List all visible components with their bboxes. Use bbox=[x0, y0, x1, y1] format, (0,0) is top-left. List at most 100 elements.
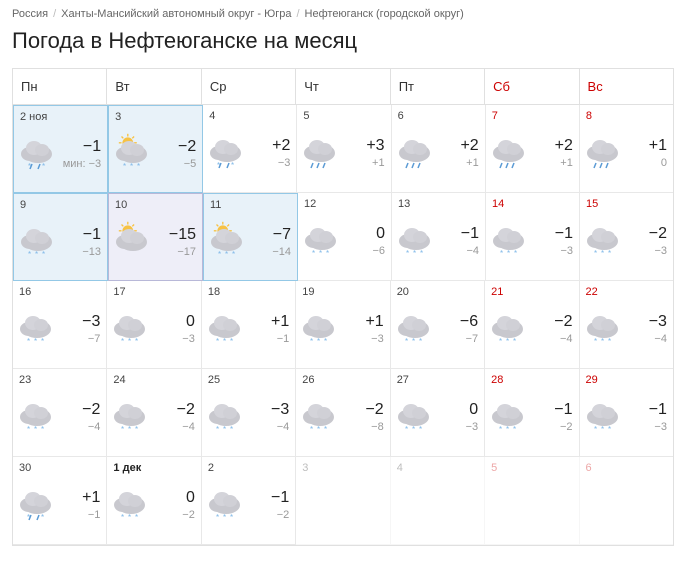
day-cell[interactable]: 2 ноя**−1мин: −3 bbox=[13, 105, 108, 193]
day-cell[interactable]: 6+2+1 bbox=[392, 105, 486, 193]
svg-text:*: * bbox=[601, 249, 604, 258]
svg-text:*: * bbox=[28, 250, 31, 259]
svg-text:*: * bbox=[121, 425, 124, 434]
date-label: 2 ноя bbox=[20, 111, 47, 123]
day-cell[interactable]: 21***−2−4 bbox=[485, 281, 579, 369]
page-title: Погода в Нефтеюганске на месяц bbox=[12, 28, 674, 54]
svg-text:*: * bbox=[310, 425, 313, 434]
day-cell[interactable]: 27***0−3 bbox=[391, 369, 485, 457]
svg-text:*: * bbox=[499, 425, 502, 434]
svg-text:*: * bbox=[34, 425, 37, 434]
svg-text:*: * bbox=[324, 425, 327, 434]
breadcrumb: Россия/Ханты-Мансийский автономный округ… bbox=[12, 8, 674, 20]
temp-low: −13 bbox=[82, 246, 101, 258]
weather-icon: *** bbox=[206, 307, 242, 343]
day-cell[interactable]: 20***−6−7 bbox=[391, 281, 485, 369]
svg-text:*: * bbox=[223, 425, 226, 434]
date-label: 20 bbox=[397, 286, 409, 298]
temps: +2+1 bbox=[555, 137, 573, 169]
svg-text:*: * bbox=[41, 513, 44, 522]
svg-text:*: * bbox=[405, 425, 408, 434]
weather-icon: *** bbox=[111, 483, 147, 519]
weather-icon: *** bbox=[584, 307, 620, 343]
date-label: 6 bbox=[586, 462, 592, 474]
day-cell[interactable]: 5+3+1 bbox=[297, 105, 391, 193]
temps: −2−4 bbox=[82, 401, 100, 433]
svg-text:*: * bbox=[34, 337, 37, 346]
svg-text:*: * bbox=[507, 249, 510, 258]
day-cell[interactable]: 11***−7−14 bbox=[203, 193, 298, 281]
day-cell[interactable]: 8+10 bbox=[580, 105, 673, 193]
svg-text:*: * bbox=[412, 425, 415, 434]
day-cell[interactable]: 3***−2−5 bbox=[108, 105, 203, 193]
temps: −7−14 bbox=[272, 226, 291, 258]
temp-low: +1 bbox=[460, 157, 478, 169]
svg-text:*: * bbox=[135, 337, 138, 346]
day-cell[interactable]: 7 +2+1 bbox=[486, 105, 580, 193]
temp-low: −3 bbox=[365, 333, 383, 345]
breadcrumb-item[interactable]: Нефтеюганск (городской округ) bbox=[305, 8, 464, 20]
day-cell[interactable]: 9***−1−13 bbox=[13, 193, 108, 281]
temp-high: +1 bbox=[365, 313, 383, 331]
temps: +1−1 bbox=[82, 489, 100, 521]
svg-text:*: * bbox=[27, 337, 30, 346]
date-label: 27 bbox=[397, 374, 409, 386]
day-cell[interactable]: 16***−3−7 bbox=[13, 281, 107, 369]
date-label: 29 bbox=[586, 374, 598, 386]
temp-high: −6 bbox=[460, 313, 478, 331]
day-cell[interactable]: 22***−3−4 bbox=[580, 281, 673, 369]
svg-text:*: * bbox=[317, 337, 320, 346]
svg-text:*: * bbox=[230, 337, 233, 346]
weather-icon bbox=[584, 131, 620, 167]
day-cell[interactable]: 13***−1−4 bbox=[392, 193, 486, 281]
day-cell[interactable]: 14***−1−3 bbox=[486, 193, 580, 281]
day-cell[interactable]: 26***−2−8 bbox=[296, 369, 390, 457]
date-label: 23 bbox=[19, 374, 31, 386]
temps: −1−3 bbox=[649, 401, 667, 433]
day-cell[interactable]: 10−15−17 bbox=[108, 193, 203, 281]
day-cell[interactable]: 23***−2−4 bbox=[13, 369, 107, 457]
date-label: 12 bbox=[304, 198, 316, 210]
temp-high: −3 bbox=[82, 313, 100, 331]
date-label: 7 bbox=[492, 110, 498, 122]
temp-low: −14 bbox=[272, 246, 291, 258]
weekday-label: Вт bbox=[107, 69, 201, 104]
day-cell[interactable]: 18***+1−1 bbox=[202, 281, 296, 369]
day-cell[interactable]: 25***−3−4 bbox=[202, 369, 296, 457]
svg-text:*: * bbox=[608, 249, 611, 258]
temp-high: +3 bbox=[366, 137, 384, 155]
day-cell[interactable]: 15***−2−3 bbox=[580, 193, 673, 281]
temps: +2+1 bbox=[460, 137, 478, 169]
day-cell[interactable]: 28***−1−2 bbox=[485, 369, 579, 457]
svg-text:*: * bbox=[216, 513, 219, 522]
day-cell[interactable]: 1 дек***0−2 bbox=[107, 457, 201, 545]
breadcrumb-item[interactable]: Ханты-Мансийский автономный округ - Югра bbox=[61, 8, 291, 20]
date-label: 1 дек bbox=[113, 462, 141, 474]
temps: −1−2 bbox=[554, 401, 572, 433]
weather-icon bbox=[490, 131, 526, 167]
date-label: 25 bbox=[208, 374, 220, 386]
breadcrumb-item[interactable]: Россия bbox=[12, 8, 48, 20]
temp-high: −1 bbox=[649, 401, 667, 419]
date-label: 21 bbox=[491, 286, 503, 298]
day-cell[interactable]: 30**+1−1 bbox=[13, 457, 107, 545]
date-label: 19 bbox=[302, 286, 314, 298]
day-cell[interactable]: 29***−1−3 bbox=[580, 369, 673, 457]
temp-low: −2 bbox=[554, 421, 572, 433]
temps: −2−3 bbox=[649, 225, 667, 257]
weather-icon: *** bbox=[111, 307, 147, 343]
temp-low: −6 bbox=[372, 245, 385, 257]
week-row: 2 ноя**−1мин: −33***−2−54**+2−35+3+16+2+… bbox=[13, 105, 673, 193]
day-cell[interactable]: 24***−2−4 bbox=[107, 369, 201, 457]
day-cell[interactable]: 2***−1−2 bbox=[202, 457, 296, 545]
day-cell[interactable]: 19***+1−3 bbox=[296, 281, 390, 369]
temps: −6−7 bbox=[460, 313, 478, 345]
temp-high: −7 bbox=[272, 226, 291, 244]
day-cell[interactable]: 12***0−6 bbox=[298, 193, 392, 281]
svg-text:*: * bbox=[27, 513, 30, 522]
temp-low: −8 bbox=[365, 421, 383, 433]
day-cell[interactable]: 4**+2−3 bbox=[203, 105, 297, 193]
svg-text:*: * bbox=[128, 337, 131, 346]
svg-text:*: * bbox=[312, 249, 315, 258]
day-cell[interactable]: 17***0−3 bbox=[107, 281, 201, 369]
